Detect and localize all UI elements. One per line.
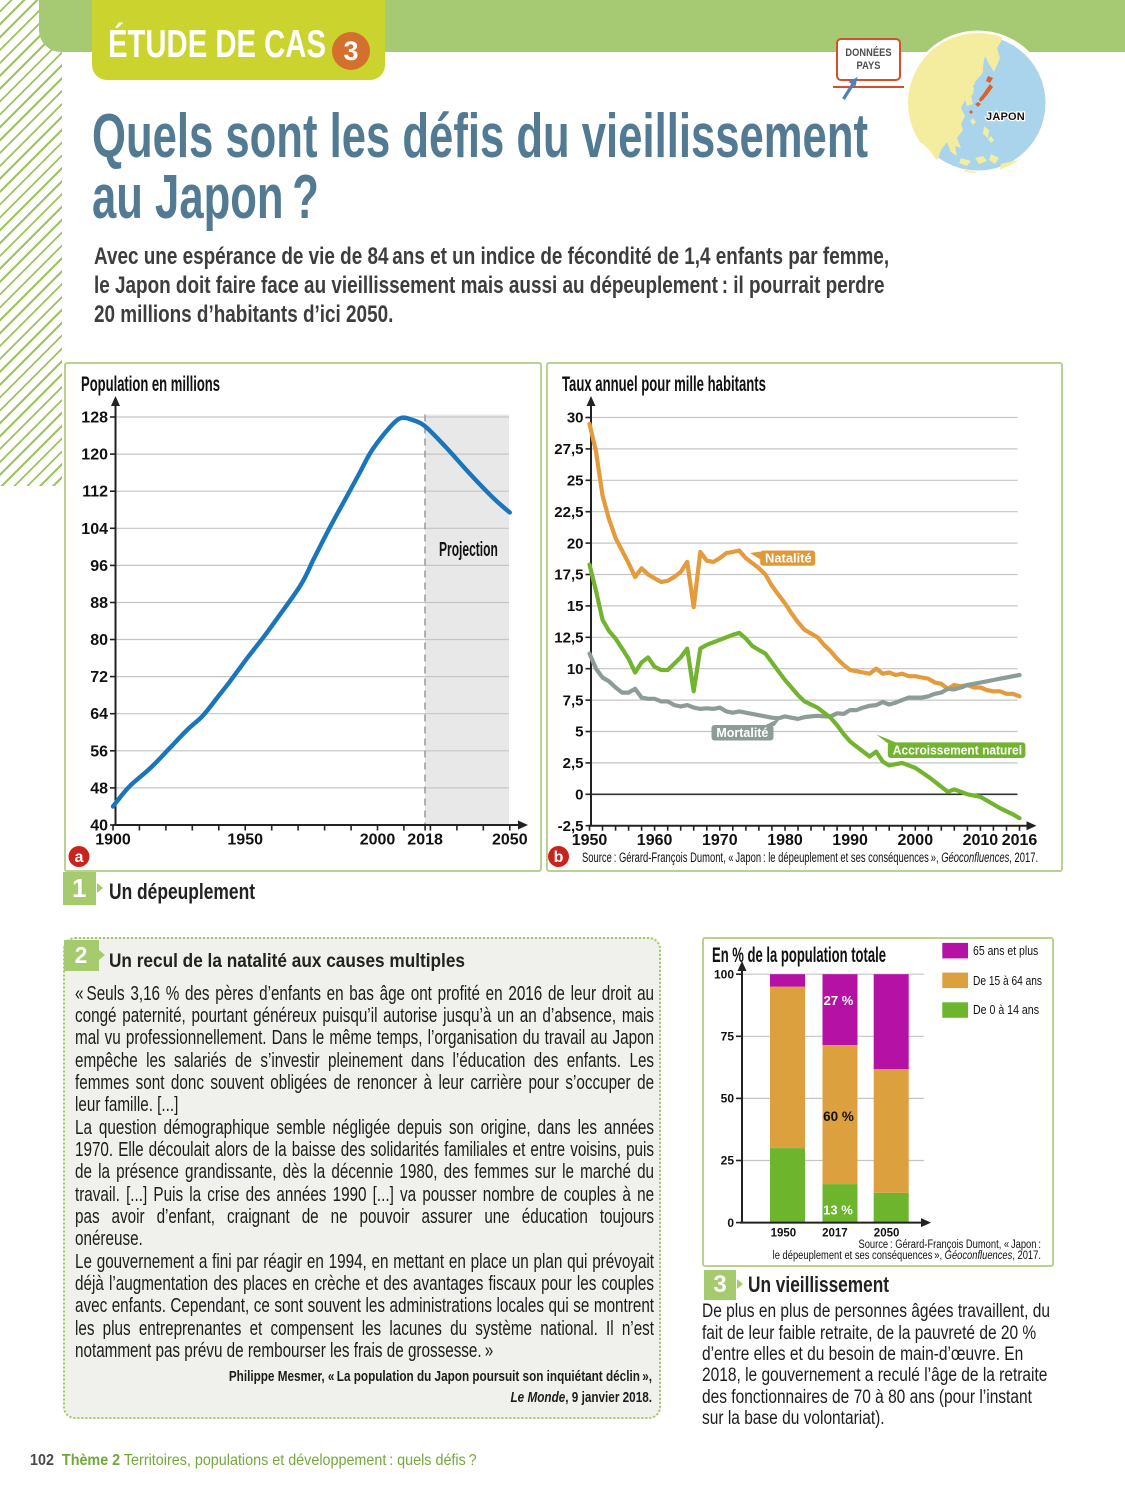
svg-text:2050: 2050 <box>492 832 528 849</box>
svg-text:104: 104 <box>81 521 108 538</box>
svg-text:2017: 2017 <box>822 1228 848 1240</box>
svg-text:2,5: 2,5 <box>562 755 583 772</box>
svg-text:112: 112 <box>82 484 108 501</box>
svg-text:Accroissement naturel: Accroissement naturel <box>892 743 1021 758</box>
svg-text:75: 75 <box>721 1030 735 1044</box>
svg-text:0: 0 <box>575 787 583 804</box>
svg-text:30: 30 <box>566 410 583 427</box>
svg-text:2018: 2018 <box>407 832 443 849</box>
svg-text:1960: 1960 <box>636 832 672 849</box>
svg-text:100: 100 <box>714 967 734 981</box>
svg-text:13 %: 13 % <box>823 1203 853 1218</box>
svg-text:Mortalité: Mortalité <box>716 725 768 740</box>
svg-text:60 %: 60 % <box>823 1109 854 1124</box>
svg-text:20: 20 <box>566 535 583 552</box>
svg-text:1950: 1950 <box>571 832 607 849</box>
svg-text:Natalité: Natalité <box>765 550 812 565</box>
svg-text:22,5: 22,5 <box>554 504 583 521</box>
svg-text:56: 56 <box>90 743 108 760</box>
svg-text:1970: 1970 <box>702 832 738 849</box>
svg-text:1900: 1900 <box>95 832 131 849</box>
svg-text:12,5: 12,5 <box>554 630 583 647</box>
svg-text:7,5: 7,5 <box>562 692 583 709</box>
svg-text:17,5: 17,5 <box>554 567 583 584</box>
svg-text:1990: 1990 <box>832 832 868 849</box>
svg-text:2000: 2000 <box>897 832 933 849</box>
svg-text:1980: 1980 <box>767 832 803 849</box>
svg-text:128: 128 <box>81 410 108 427</box>
svg-text:JAPON: JAPON <box>986 111 1025 123</box>
svg-text:b: b <box>553 849 563 866</box>
svg-text:5: 5 <box>575 724 583 741</box>
svg-text:2000: 2000 <box>360 832 396 849</box>
svg-text:25: 25 <box>566 473 583 490</box>
svg-text:1950: 1950 <box>771 1228 797 1240</box>
svg-text:1950: 1950 <box>227 832 263 849</box>
svg-text:15: 15 <box>566 598 583 615</box>
svg-text:96: 96 <box>90 558 108 575</box>
svg-text:27 %: 27 % <box>824 993 854 1008</box>
svg-text:50: 50 <box>721 1092 735 1106</box>
svg-text:64: 64 <box>90 706 108 723</box>
svg-text:120: 120 <box>81 447 108 464</box>
svg-text:-2,5: -2,5 <box>557 818 583 835</box>
svg-text:25: 25 <box>721 1154 735 1168</box>
svg-text:88: 88 <box>90 595 108 612</box>
svg-text:2050: 2050 <box>874 1228 900 1240</box>
svg-text:2016: 2016 <box>1001 832 1037 849</box>
svg-text:2010: 2010 <box>962 832 998 849</box>
svg-text:72: 72 <box>90 669 108 686</box>
svg-text:0: 0 <box>727 1216 734 1230</box>
svg-text:a: a <box>75 849 84 866</box>
svg-text:80: 80 <box>90 632 108 649</box>
svg-text:48: 48 <box>90 780 108 797</box>
svg-text:40: 40 <box>90 818 108 835</box>
svg-text:27,5: 27,5 <box>554 441 583 458</box>
svg-text:10: 10 <box>566 661 583 678</box>
